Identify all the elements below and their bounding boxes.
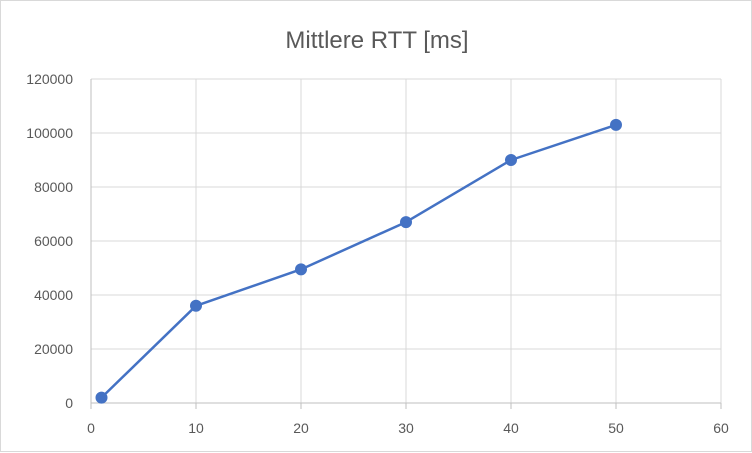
data-point — [95, 391, 108, 404]
y-tick-label: 80000 — [34, 179, 73, 195]
grid-layer — [91, 78, 722, 404]
y-tick-label: 100000 — [26, 125, 73, 141]
x-tick-label: 10 — [188, 420, 204, 436]
data-point — [295, 263, 307, 276]
x-tick-label: 40 — [503, 420, 519, 436]
data-point — [400, 216, 412, 229]
data-point — [505, 154, 517, 166]
y-tick-label: 20000 — [34, 341, 73, 357]
series-layer — [95, 118, 622, 404]
y-tick-label: 120000 — [26, 71, 73, 87]
series-line — [100, 123, 617, 399]
data-point — [190, 299, 202, 312]
y-tick-label: 60000 — [34, 233, 73, 249]
x-tick-label: 0 — [87, 420, 95, 436]
data-point — [610, 118, 622, 131]
y-tick-label: 0 — [65, 395, 73, 411]
x-tick-label: 20 — [293, 420, 309, 436]
x-tick-label: 50 — [608, 420, 624, 436]
x-tick-label: 60 — [713, 420, 729, 436]
y-tick-label: 40000 — [34, 287, 73, 303]
chart-title: Mittlere RTT [ms] — [285, 27, 468, 54]
axis-layer: 0 20000 40000 60000 80000 100000 120000 0 10 20 30… — [26, 71, 729, 436]
x-tick-label: 30 — [398, 420, 414, 436]
